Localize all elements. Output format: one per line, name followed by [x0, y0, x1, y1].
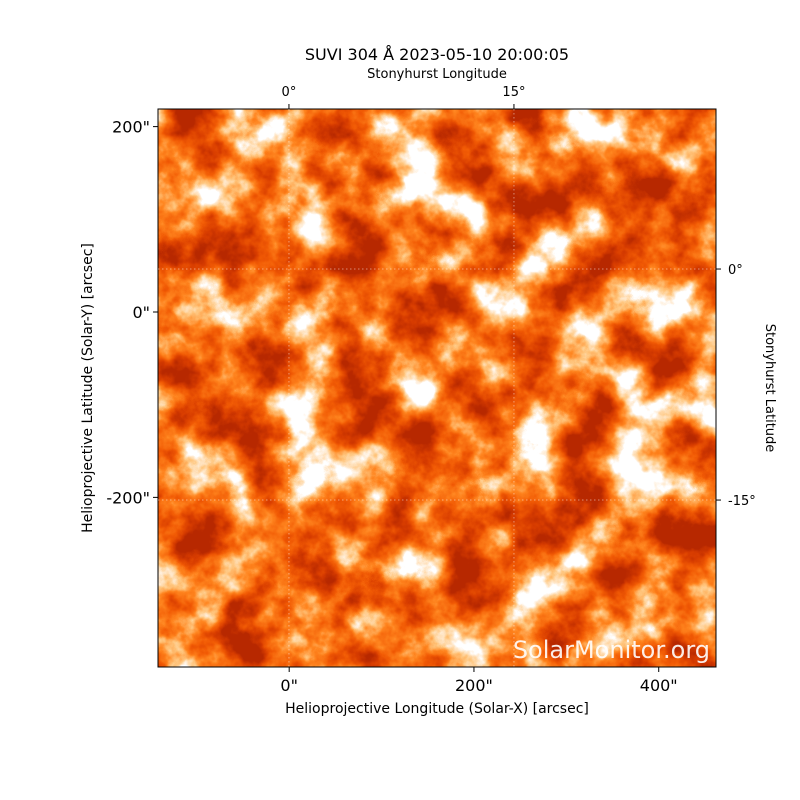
top-tick-label: 0°: [282, 85, 297, 100]
y-tick-label: 0": [132, 303, 150, 322]
y-tick-label: 200": [112, 118, 150, 137]
chart-title: SUVI 304 Å 2023-05-10 20:00:05: [305, 45, 569, 64]
y-tick-label: -200": [106, 488, 150, 507]
right-tick-label: -15°: [728, 494, 756, 509]
right-tick-label: 0°: [728, 263, 743, 278]
solar-image: [158, 109, 716, 667]
x-tick-label: 0": [280, 676, 298, 695]
right-axis-label: Stonyhurst Latitude: [762, 324, 777, 453]
x-tick-label: 400": [640, 676, 678, 695]
x-axis-label: Helioprojective Longitude (Solar-X) [arc…: [285, 701, 589, 717]
top-tick-label: 15°: [502, 85, 525, 100]
y-axis-label: Helioprojective Latitude (Solar-Y) [arcs…: [80, 243, 96, 533]
top-axis-label: Stonyhurst Longitude: [367, 67, 507, 82]
x-tick-label: 200": [455, 676, 493, 695]
plot-frame: [157, 108, 717, 668]
watermark: SolarMonitor.org: [513, 636, 710, 664]
